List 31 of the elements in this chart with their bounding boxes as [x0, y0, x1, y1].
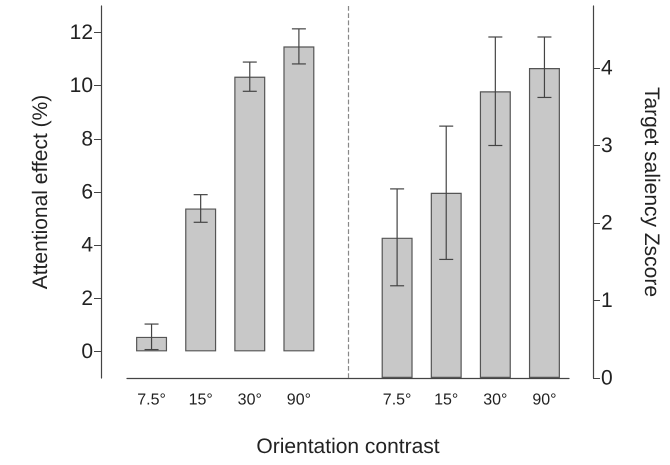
y-tick-label: 10 — [70, 74, 93, 98]
bar — [528, 68, 560, 378]
y-tick-label: 4 — [81, 234, 94, 257]
x-tick-label: 7.5° — [137, 392, 166, 408]
y-tick-label: 0 — [81, 340, 93, 363]
y2-tick-label: 0 — [601, 366, 613, 390]
x-tick-label: 15° — [188, 392, 213, 408]
bar — [283, 46, 314, 352]
y2-tick-label: 1 — [601, 289, 613, 312]
x-tick-label: 90° — [532, 392, 557, 408]
y-tick-label: 12 — [70, 21, 93, 44]
x-axis-title: Orientation contrast — [256, 435, 440, 458]
bar — [430, 192, 462, 378]
y-tick-label: 6 — [81, 180, 93, 204]
bar — [480, 91, 511, 378]
bar — [382, 238, 413, 378]
bar — [136, 336, 168, 352]
y-tick-label: 2 — [81, 286, 93, 310]
y2-axis-title: Target saliency Zscore — [640, 86, 663, 298]
x-tick-label: 90° — [286, 392, 311, 408]
y2-tick-label: 4 — [601, 56, 613, 80]
bar — [234, 76, 266, 352]
x-tick-label: 7.5° — [382, 392, 412, 408]
x-tick-label: 30° — [238, 392, 262, 408]
y-axis-title: Attentional effect (%) — [29, 94, 52, 290]
y2-tick-label: 2 — [601, 212, 613, 234]
x-tick-label: 15° — [434, 392, 458, 408]
bar — [185, 208, 216, 352]
x-tick-label: 30° — [483, 392, 508, 408]
y-tick-label: 8 — [81, 127, 93, 150]
y2-tick-label: 3 — [601, 134, 613, 157]
